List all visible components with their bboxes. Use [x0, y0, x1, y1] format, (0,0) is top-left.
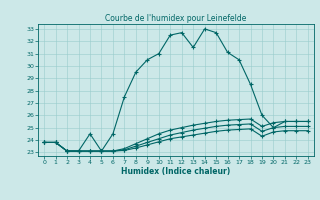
Title: Courbe de l'humidex pour Leinefelde: Courbe de l'humidex pour Leinefelde: [105, 14, 247, 23]
X-axis label: Humidex (Indice chaleur): Humidex (Indice chaleur): [121, 167, 231, 176]
